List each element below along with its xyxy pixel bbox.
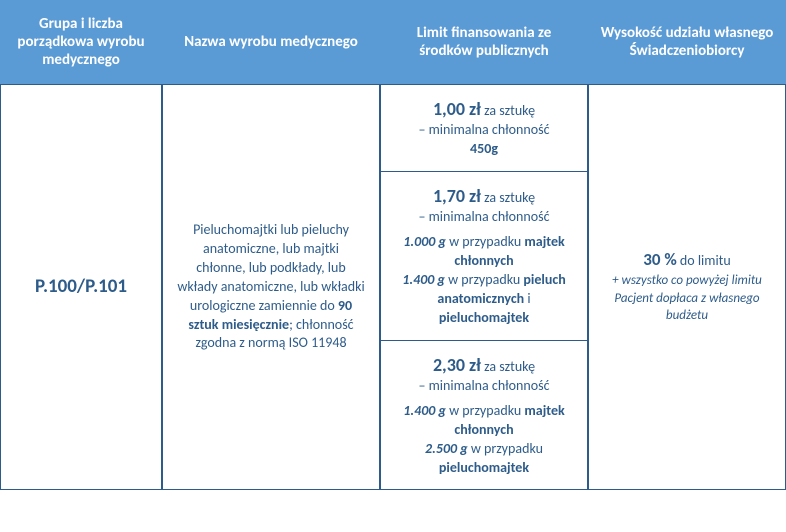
tier-1-price-line: 1,00 zł za sztukę [433,97,535,121]
cell-description: Pieluchomajtki lub pieluchy anatomiczne,… [162,84,380,490]
tier-3: 2,30 zł za sztukę – minimalna chłonność … [381,341,587,490]
header-group: Grupa i liczba porządkowa wyrobu medyczn… [0,0,162,84]
cell-limits: 1,00 zł za sztukę – minimalna chłonność … [380,84,588,490]
cell-share: 30 % do limitu + wszystko co powyżej lim… [588,84,786,490]
tier-3-detail: 1.400 g w przypadku majtek chłonnych 2.5… [395,402,573,478]
tier-2-detail: 1.000 g w przypadku majtek chłonnych 1.4… [395,233,573,327]
description-text: Pieluchomajtki lub pieluchy anatomiczne,… [177,221,365,353]
share-percent-line: 30 % do limitu [643,249,730,272]
tier-1-value: 450g [470,140,498,159]
tier-1-min: – minimalna chłonność [418,121,549,140]
tier-2-price-line: 1,70 zł za sztukę [433,184,535,208]
table-header-row: Grupa i liczba porządkowa wyrobu medyczn… [0,0,786,84]
cell-code: P.100/P.101 [0,84,162,490]
share-note: + wszystko co powyżej limitu Pacjent dop… [603,272,771,325]
product-code: P.100/P.101 [35,274,127,300]
header-name: Nazwa wyrobu medycznego [162,0,380,84]
header-share: Wysokość udziału własnego Świadczeniobio… [588,0,786,84]
tier-1: 1,00 zł za sztukę – minimalna chłonność … [381,85,587,172]
pricing-table: Grupa i liczba porządkowa wyrobu medyczn… [0,0,786,490]
header-limit: Limit finansowania ze środków publicznyc… [380,0,588,84]
tier-2-min: – minimalna chłonność [418,208,549,227]
tier-2: 1,70 zł za sztukę – minimalna chłonność … [381,172,587,341]
tier-3-min: – minimalna chłonność [418,377,549,396]
table-row: P.100/P.101 Pieluchomajtki lub pieluchy … [0,84,786,490]
tier-3-price-line: 2,30 zł za sztukę [433,353,535,377]
